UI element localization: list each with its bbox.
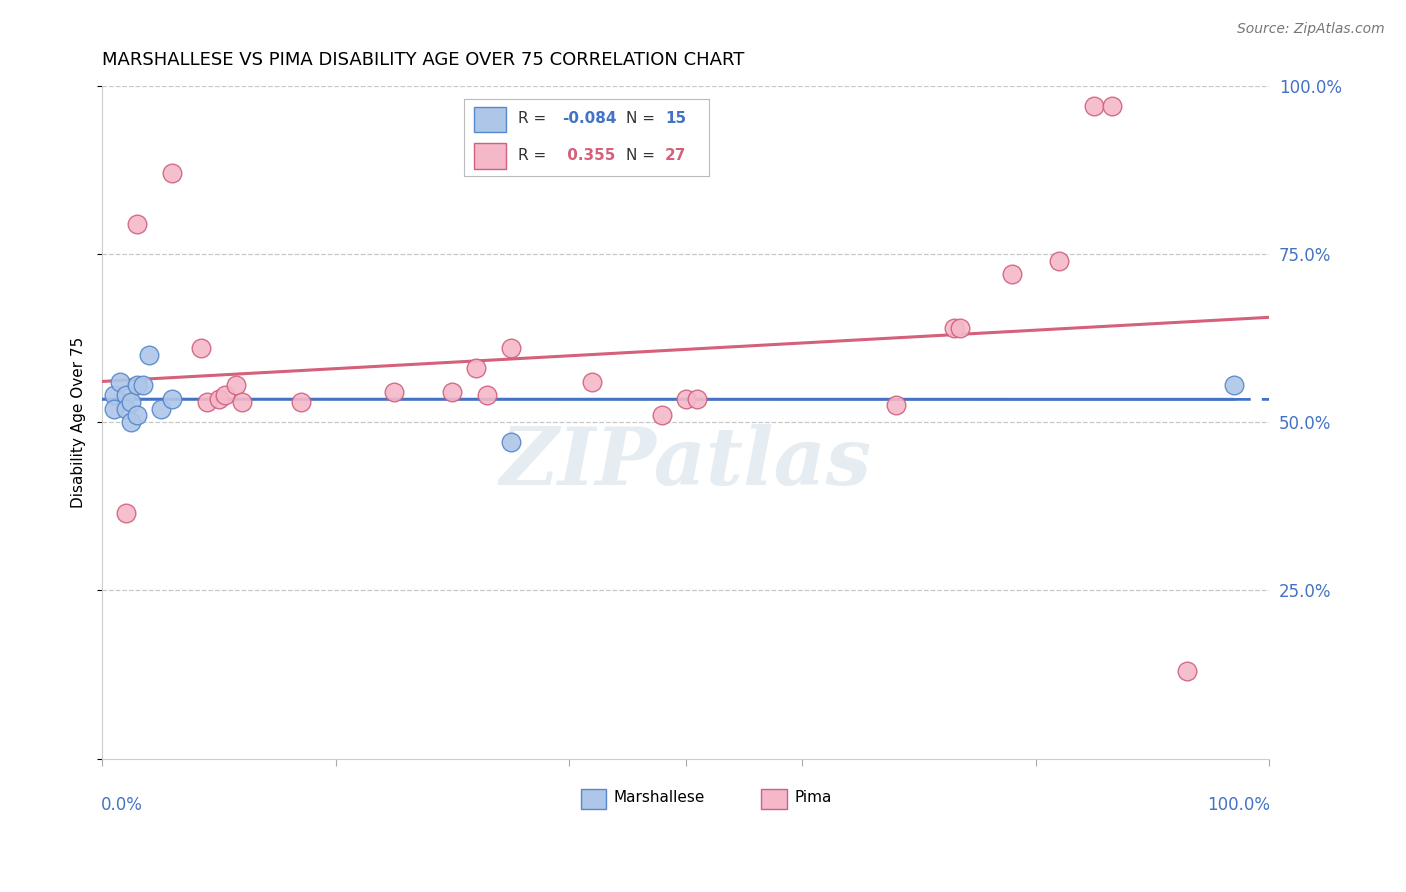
Point — [103, 388, 125, 402]
Point — [1001, 267, 1024, 281]
Point — [884, 398, 907, 412]
Point — [214, 388, 236, 402]
Point — [581, 375, 603, 389]
Point — [675, 392, 697, 406]
Point — [114, 388, 136, 402]
Point — [195, 395, 218, 409]
Point — [190, 341, 212, 355]
Text: MARSHALLESE VS PIMA DISABILITY AGE OVER 75 CORRELATION CHART: MARSHALLESE VS PIMA DISABILITY AGE OVER … — [103, 51, 745, 69]
Text: ZIPatlas: ZIPatlas — [499, 424, 872, 501]
Point — [477, 388, 499, 402]
Point — [1101, 99, 1123, 113]
Text: Source: ZipAtlas.com: Source: ZipAtlas.com — [1237, 22, 1385, 37]
Point — [132, 378, 155, 392]
Text: Pima: Pima — [794, 790, 831, 805]
Point — [120, 415, 142, 429]
Point — [120, 395, 142, 409]
FancyBboxPatch shape — [762, 789, 787, 809]
Point — [290, 395, 312, 409]
Point — [943, 321, 966, 335]
Point — [464, 361, 486, 376]
Point — [127, 378, 149, 392]
Point — [499, 341, 522, 355]
Point — [1083, 99, 1105, 113]
Text: 0.0%: 0.0% — [101, 796, 143, 814]
FancyBboxPatch shape — [581, 789, 606, 809]
Point — [208, 392, 231, 406]
Point — [231, 395, 253, 409]
Point — [127, 409, 149, 423]
Point — [160, 392, 183, 406]
Point — [651, 409, 673, 423]
Point — [138, 348, 160, 362]
Point — [114, 401, 136, 416]
Y-axis label: Disability Age Over 75: Disability Age Over 75 — [72, 336, 86, 508]
Point — [441, 384, 464, 399]
Point — [686, 392, 709, 406]
Point — [103, 401, 125, 416]
Point — [114, 506, 136, 520]
Point — [1047, 253, 1070, 268]
Point — [149, 401, 172, 416]
Point — [1223, 378, 1246, 392]
Point — [160, 166, 183, 180]
Point — [127, 217, 149, 231]
Point — [225, 378, 247, 392]
Point — [499, 435, 522, 450]
Text: 100.0%: 100.0% — [1208, 796, 1270, 814]
Point — [108, 375, 131, 389]
Text: Marshallese: Marshallese — [613, 790, 704, 805]
Point — [949, 321, 972, 335]
Point — [1177, 665, 1199, 679]
Point — [382, 384, 405, 399]
